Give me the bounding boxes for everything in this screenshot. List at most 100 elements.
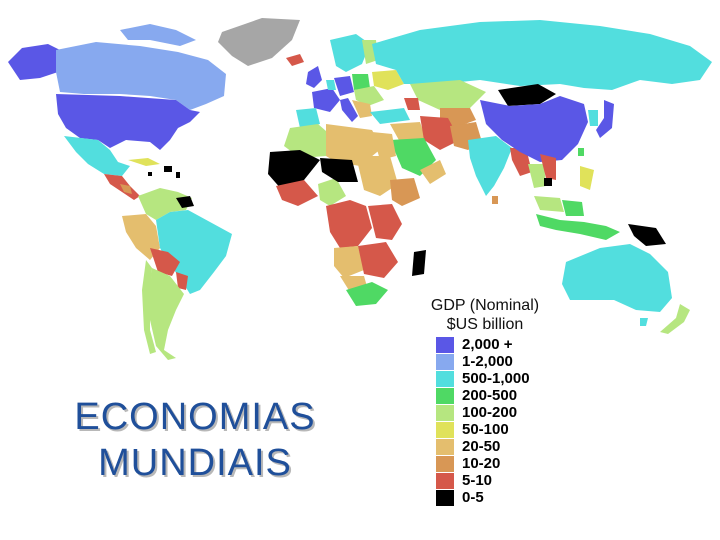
new-zealand — [660, 304, 690, 334]
legend-title-line2: $US billion — [446, 316, 524, 333]
canada — [56, 42, 226, 110]
caribbean-islands — [148, 166, 180, 178]
angola — [334, 246, 364, 278]
legend-swatch — [436, 387, 454, 404]
saudi-arabia — [390, 138, 436, 176]
legend-swatch — [436, 336, 454, 353]
north-africa-west — [284, 124, 334, 158]
libya-algeria — [326, 124, 382, 166]
legend-item: 0-5 — [436, 489, 530, 506]
poland — [352, 74, 370, 90]
legend-label: 20-50 — [462, 438, 501, 455]
legend-swatch — [436, 421, 454, 438]
mozambique-zambia — [358, 242, 398, 278]
france — [312, 88, 340, 112]
headline: ECONOMIAS MUNDIAIS — [40, 394, 350, 486]
legend-item: 200-500 — [436, 387, 530, 404]
sudan — [356, 156, 398, 196]
legend-label: 5-10 — [462, 472, 493, 489]
balkans — [352, 100, 372, 118]
legend-item: 10-20 — [436, 455, 530, 472]
legend: 2,000 + 1-2,000 500-1,000 200-500 100-20… — [436, 336, 530, 506]
philippines — [580, 166, 594, 190]
benelux-switzerland — [326, 80, 336, 90]
west-africa-sahel — [268, 150, 320, 190]
yemen-oman — [420, 160, 446, 184]
taiwan — [578, 148, 584, 156]
west-africa-coast — [276, 180, 318, 206]
legend-label: 100-200 — [462, 404, 518, 421]
legend-label: 1-2,000 — [462, 353, 513, 370]
ethiopia-horn — [390, 178, 420, 206]
japan — [596, 100, 614, 138]
ukraine — [372, 70, 404, 90]
malaysia — [534, 196, 564, 212]
paraguay-uruguay — [176, 272, 188, 290]
legend-swatch — [436, 455, 454, 472]
iceland — [286, 54, 304, 66]
cuba — [128, 158, 160, 166]
egypt — [372, 132, 396, 160]
caucasus — [404, 98, 420, 110]
legend-swatch — [436, 370, 454, 387]
bolivia — [150, 248, 180, 276]
greenland — [218, 18, 300, 66]
legend-label: 50-100 — [462, 421, 509, 438]
mexico — [64, 136, 130, 176]
china — [480, 96, 588, 162]
legend-item: 2,000 + — [436, 336, 530, 353]
brazil — [156, 210, 232, 294]
chile — [142, 260, 156, 354]
legend-title-line1: GDP (Nominal) — [430, 297, 540, 314]
colombia-venezuela — [138, 188, 192, 220]
legend-swatch — [436, 472, 454, 489]
germany — [334, 76, 354, 96]
legend-swatch — [436, 353, 454, 370]
india — [468, 136, 512, 196]
legend-label: 10-20 — [462, 455, 501, 472]
chad-niger — [320, 158, 358, 182]
headline-line1: ECONOMIAS — [74, 396, 316, 438]
legend-swatch — [436, 489, 454, 506]
scandinavia — [330, 34, 370, 72]
legend-swatch — [436, 438, 454, 455]
united-states — [56, 94, 200, 150]
iraq-syria — [390, 122, 426, 142]
iberia — [296, 108, 320, 128]
sri-lanka — [492, 196, 498, 204]
legend-swatch — [436, 404, 454, 421]
iran — [420, 116, 460, 150]
headline-line2: MUNDIAIS — [98, 442, 292, 484]
legend-item: 20-50 — [436, 438, 530, 455]
turkey — [370, 108, 410, 124]
eastern-europe — [354, 86, 384, 106]
korea — [588, 110, 598, 126]
central-africa — [326, 200, 372, 248]
legend-item: 5-10 — [436, 472, 530, 489]
vietnam-laos — [540, 154, 556, 180]
legend-label: 2,000 + — [462, 336, 513, 353]
legend-item: 50-100 — [436, 421, 530, 438]
kazakhstan — [410, 80, 486, 110]
australia — [562, 244, 672, 312]
south-africa — [346, 282, 388, 306]
papua-new-guinea — [628, 224, 666, 246]
madagascar — [412, 250, 426, 276]
uk — [306, 66, 322, 88]
legend-item: 500-1,000 — [436, 370, 530, 387]
canada-islands — [120, 24, 196, 46]
cambodia — [544, 178, 552, 186]
indonesia-borneo — [562, 200, 584, 216]
indonesia — [536, 214, 620, 240]
mongolia — [498, 84, 556, 106]
nigeria — [318, 178, 346, 206]
thailand — [528, 164, 546, 188]
italy — [340, 98, 358, 122]
legend-item: 100-200 — [436, 404, 530, 421]
guyanas — [176, 196, 194, 208]
alaska — [8, 44, 60, 80]
legend-item: 1-2,000 — [436, 353, 530, 370]
tasmania — [640, 318, 648, 326]
argentina — [150, 268, 184, 360]
